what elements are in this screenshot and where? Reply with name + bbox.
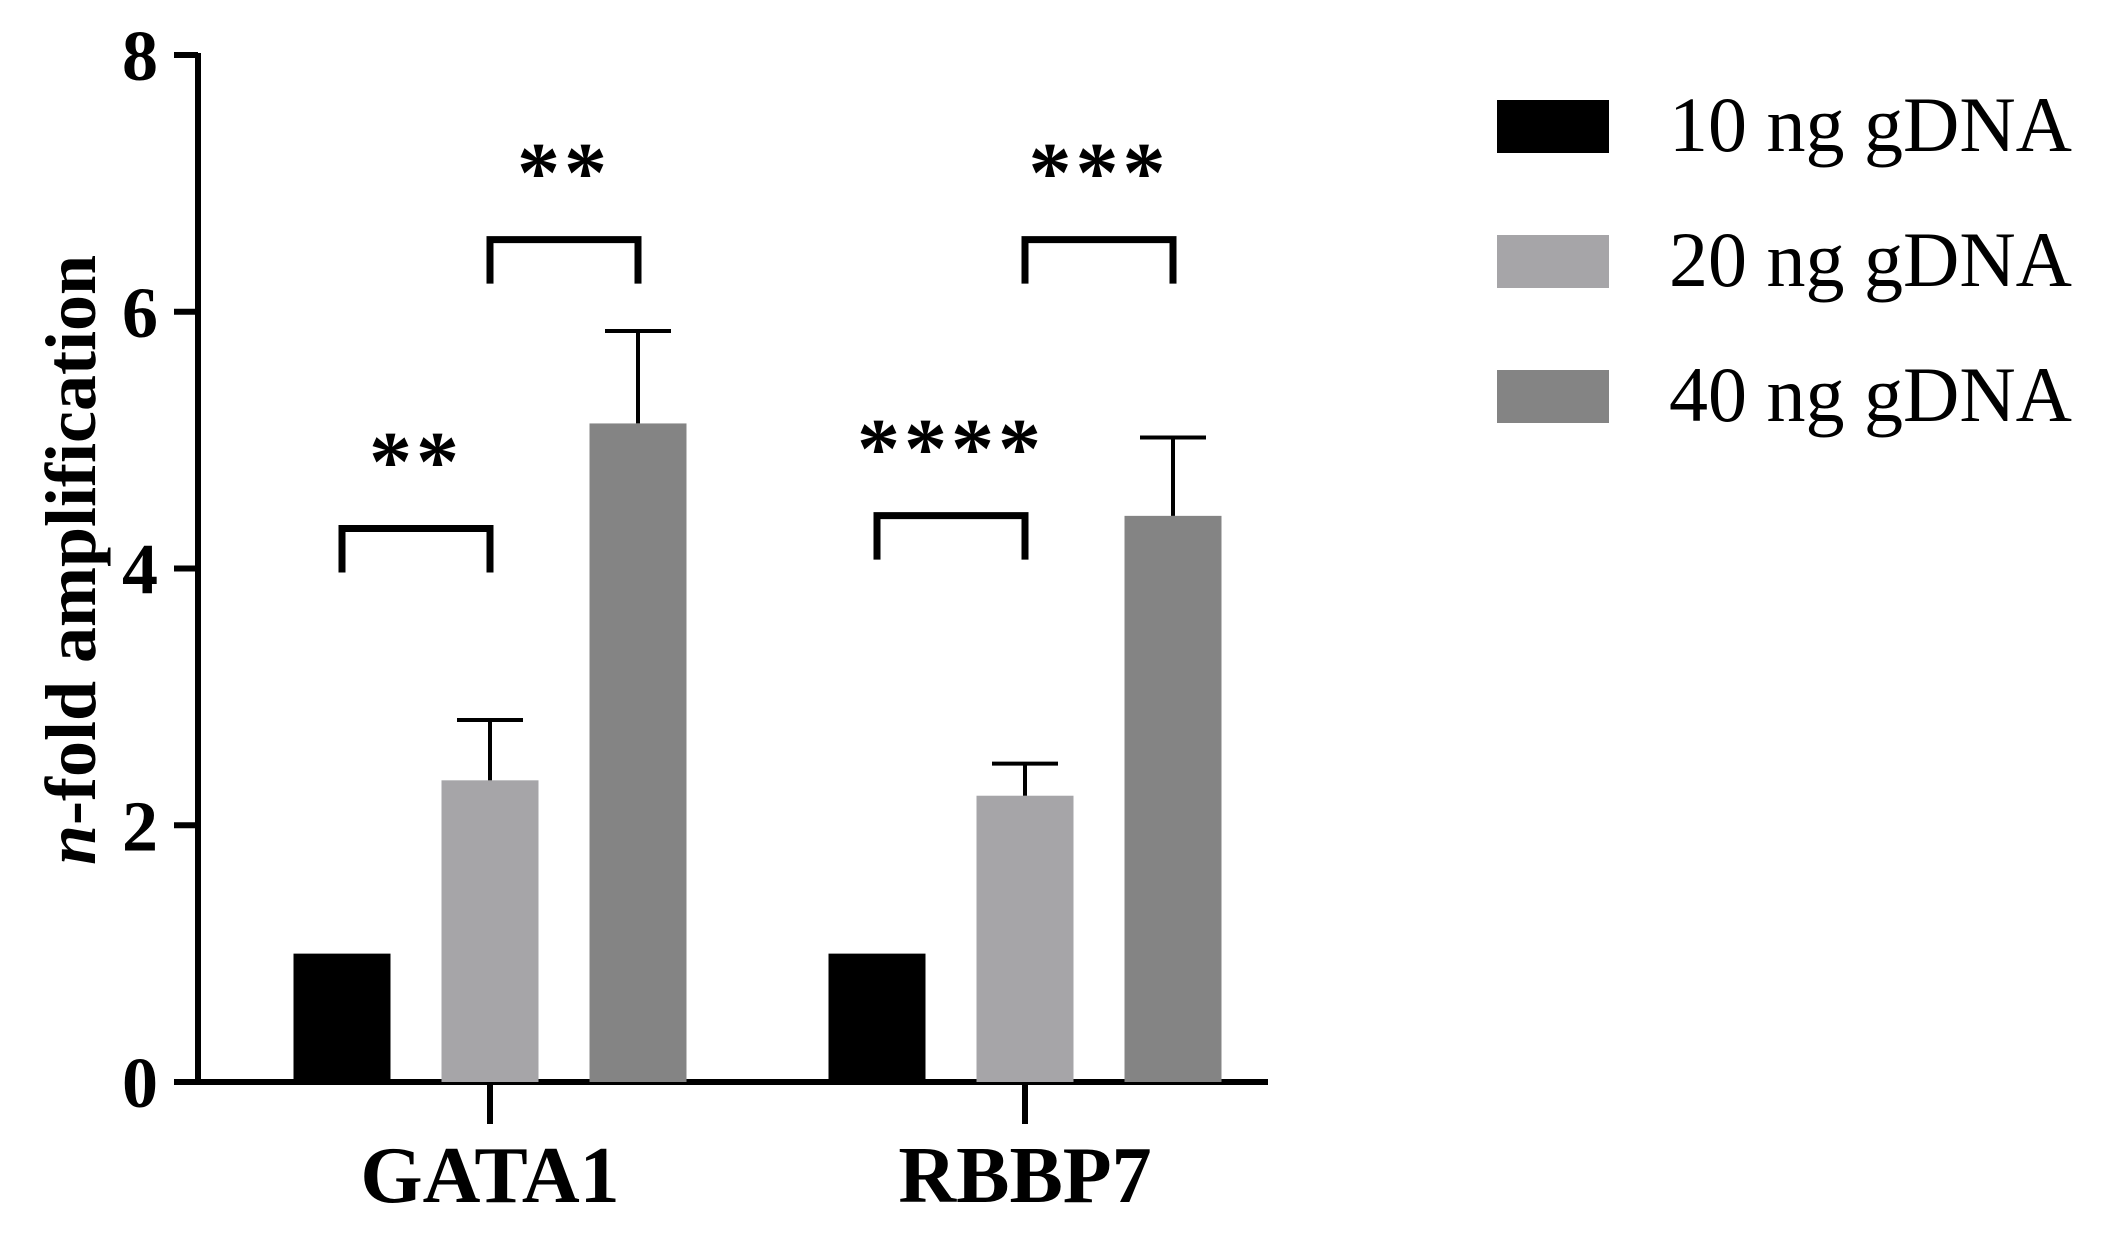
legend-label: 10 ng gDNA	[1669, 81, 2072, 168]
significance-annotations: ***********	[338, 125, 1177, 573]
legend-label: 20 ng gDNA	[1669, 216, 2072, 303]
legend-swatch	[1497, 235, 1609, 288]
significance-label: **	[517, 125, 611, 221]
error-bars	[457, 329, 1206, 796]
legend: 10 ng gDNA 20 ng gDNA 40 ng gDNA	[1497, 81, 2072, 438]
bar	[589, 423, 687, 1082]
x-category-label: RBBP7	[898, 1132, 1151, 1220]
legend-swatch	[1497, 100, 1609, 153]
bars	[293, 423, 1222, 1082]
significance-label: ****	[857, 401, 1045, 497]
axes: 0 2 4 6 8 GATA1 RBBP7	[122, 16, 1268, 1220]
significance-label: **	[369, 414, 463, 510]
significance-bracket	[873, 512, 1029, 560]
y-axis-label-rest: -fold amplification	[31, 255, 111, 825]
legend-label: 40 ng gDNA	[1669, 351, 2072, 438]
significance-bracket	[1021, 236, 1177, 284]
bar	[293, 953, 391, 1082]
legend-swatch	[1497, 370, 1609, 423]
y-tick-label: 8	[122, 16, 158, 96]
y-axis-label-italic: n	[31, 825, 111, 865]
y-axis-label: n-fold amplification	[31, 255, 111, 865]
bar	[441, 780, 539, 1082]
y-tick-label: 6	[122, 273, 158, 353]
bar	[1124, 515, 1222, 1082]
bar	[976, 795, 1074, 1082]
significance-bracket	[338, 525, 494, 573]
y-tick-label: 0	[122, 1043, 158, 1123]
significance-bracket	[486, 236, 642, 284]
y-tick-label: 4	[122, 530, 158, 610]
y-tick-label: 2	[122, 786, 158, 866]
significance-label: ***	[1029, 125, 1170, 221]
x-category-label: GATA1	[360, 1132, 619, 1220]
bar	[828, 953, 926, 1082]
